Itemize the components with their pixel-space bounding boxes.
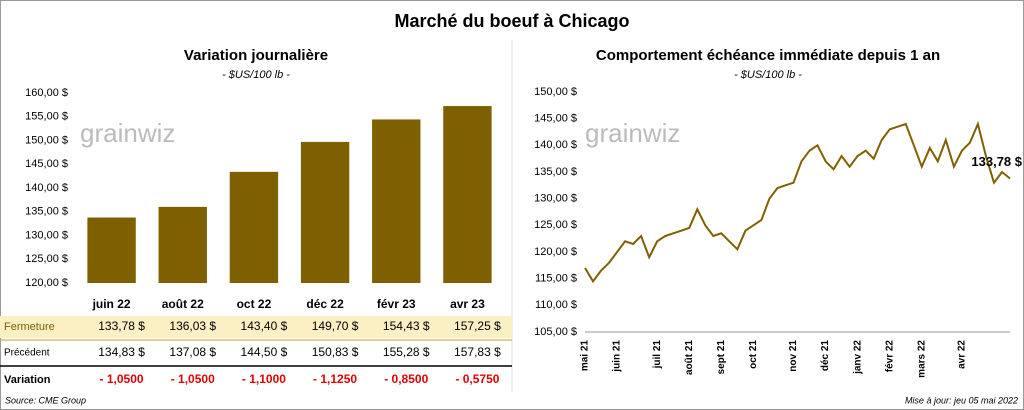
table-cell: - 1,0500	[100, 372, 144, 386]
chart-title: Comportement échéance immédiate depuis 1…	[596, 47, 940, 64]
table-cell: 133,78 $	[98, 319, 145, 333]
table-cell: - 1,0500	[171, 372, 215, 386]
row-label: Fermeture	[4, 321, 55, 333]
bar	[158, 206, 207, 283]
table-cell: 134,83 $	[98, 345, 145, 359]
x-tick-label: déc 21	[820, 340, 831, 372]
table-cell: - 0,8500	[384, 372, 428, 386]
page-title: Marché du boeuf à Chicago	[394, 11, 629, 31]
y-tick-label: 105,00 $	[534, 326, 577, 338]
source: Source: CME Group	[5, 395, 86, 405]
y-tick-label: 130,00 $	[534, 193, 577, 205]
y-tick-label: 125,00 $	[534, 219, 577, 231]
table-cell: 154,43 $	[383, 319, 430, 333]
x-tick-label: déc 22	[306, 297, 344, 311]
table-cell: 144,50 $	[241, 345, 288, 359]
x-tick-label: avr 23	[450, 297, 485, 311]
y-tick-label: 150,00 $	[25, 134, 68, 146]
table-cell: - 1,1250	[313, 372, 357, 386]
y-tick-label: 110,00 $	[535, 299, 577, 311]
table-cell: 137,08 $	[169, 345, 216, 359]
x-tick-label: nov 21	[788, 340, 799, 372]
x-tick-label: févr 23	[377, 297, 416, 311]
x-tick-label: janv 22	[852, 340, 863, 375]
y-tick-label: 140,00 $	[25, 182, 68, 194]
table-cell: - 1,1000	[242, 372, 286, 386]
x-tick-label: oct 22	[237, 297, 272, 311]
x-tick-label: juil 21	[652, 340, 663, 370]
table-cell: 157,83 $	[454, 345, 501, 359]
bar	[443, 106, 492, 283]
table-cell: 157,25 $	[454, 319, 501, 333]
x-tick-label: oct 21	[748, 340, 759, 369]
y-tick-label: 135,00 $	[534, 166, 577, 178]
table-cell: 150,83 $	[312, 345, 359, 359]
x-tick-label: sept 21	[716, 340, 727, 375]
x-tick-label: juin 21	[612, 340, 623, 373]
y-tick-label: 120,00 $	[534, 246, 577, 258]
x-tick-label: août 22	[162, 297, 204, 311]
row-label: Précédent	[4, 348, 50, 359]
y-tick-label: 160,00 $	[25, 87, 68, 99]
bar	[229, 171, 279, 283]
bar	[300, 141, 350, 283]
x-tick-label: avr 22	[957, 340, 968, 369]
table-cell: 136,03 $	[169, 319, 216, 333]
x-tick-label: mai 21	[580, 340, 591, 372]
table-cell: 155,28 $	[383, 345, 430, 359]
table-cell: - 0,5750	[455, 372, 499, 386]
y-tick-label: 120,00 $	[25, 277, 68, 289]
x-tick-label: févr 22	[884, 340, 895, 373]
line	[584, 120, 1011, 284]
chart-subtitle: - $US/100 lb -	[734, 69, 802, 81]
y-tick-label: 125,00 $	[25, 253, 68, 265]
y-tick-label: 145,00 $	[534, 113, 577, 125]
data-label: 133,78 $	[971, 154, 1022, 169]
x-tick-label: juin 22	[92, 297, 131, 311]
watermark: grainwiz	[80, 118, 175, 148]
bar	[87, 217, 136, 283]
x-tick-label: mars 22	[916, 340, 927, 378]
row-label: Variation	[4, 374, 51, 386]
highlight-row	[0, 316, 512, 338]
y-tick-label: 140,00 $	[534, 139, 577, 151]
y-tick-label: 150,00 $	[534, 86, 577, 98]
table-cell: 149,70 $	[312, 319, 359, 333]
watermark: grainwiz	[585, 118, 680, 148]
y-tick-label: 135,00 $	[25, 206, 68, 218]
updated: Mise à jour: jeu 05 mai 2022	[905, 395, 1018, 405]
bar	[372, 119, 421, 284]
y-tick-label: 130,00 $	[25, 229, 68, 241]
y-tick-label: 145,00 $	[25, 158, 68, 170]
chart-title: Variation journalière	[184, 47, 328, 64]
chart-subtitle: - $US/100 lb -	[222, 69, 290, 81]
y-tick-label: 115,00 $	[535, 273, 577, 285]
table-cell: 143,40 $	[241, 319, 288, 333]
y-tick-label: 155,00 $	[25, 111, 68, 123]
x-tick-label: août 21	[684, 340, 695, 375]
